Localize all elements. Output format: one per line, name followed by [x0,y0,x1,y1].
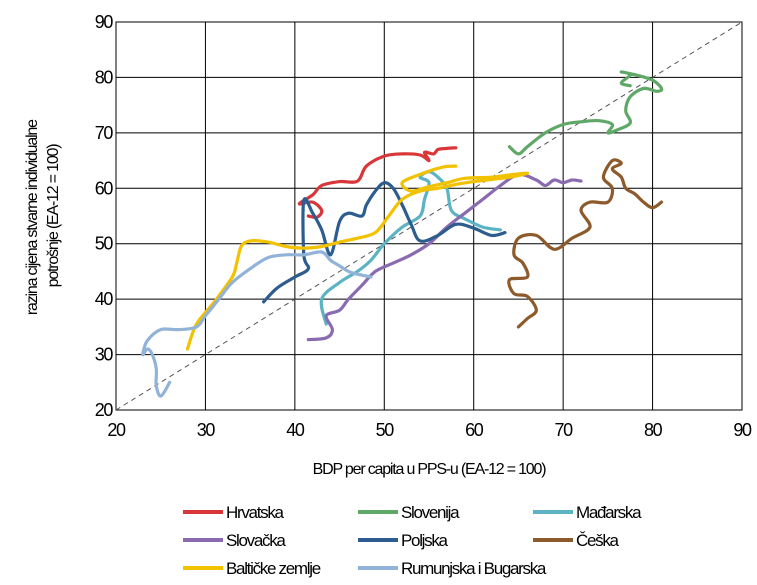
series-line-rumunjska-i-bugarska [141,250,373,398]
legend: Hrvatska Slovenija Mađarska Slovačka Poljska… [183,503,643,578]
legend-label: Slovenija [401,503,460,522]
series-line-poljska [262,181,507,304]
x-tick-label: 80 [644,420,663,440]
y-axis-ticks: 20 30 40 50 60 70 80 90 [95,12,115,420]
series-line-slovenija [507,70,664,156]
legend-label: Mađarska [576,503,642,522]
y-axis-label-line-1: razina cijena stvarne individualne [24,119,41,315]
x-tick-label: 20 [107,420,126,440]
y-tick-label: 70 [95,123,114,143]
series-line-ceska [507,158,664,329]
x-tick-label: 40 [286,420,305,440]
y-axis-label: razina cijena stvarne individualne potro… [24,117,62,315]
y-tick-label: 50 [95,234,114,254]
x-tick-label: 50 [376,420,395,440]
series-line-hrvatska [297,146,458,219]
legend-item-ma-arska: Mađarska [533,503,643,522]
legend-item-slovacka: Slovačka [183,531,288,550]
legend-label: Rumunjska i Bugarska [401,559,547,578]
x-axis-label: BDP per capita u PPS-u (EA-12 = 100) [313,461,547,478]
y-tick-label: 90 [95,12,114,32]
x-axis-ticks: 20 30 40 50 60 70 80 90 [107,420,753,440]
series-line-balticke-zemlje [185,164,530,351]
x-tick-label: 60 [465,420,484,440]
y-tick-label: 30 [95,345,114,365]
x-tick-label: 70 [555,420,574,440]
legend-item-balticke-zemlje: Baltičke zemlje [183,559,322,578]
legend-item-ceska: Češka [533,531,621,550]
reference-diagonal-line [115,21,743,411]
legend-item-slovenija: Slovenija [358,503,461,522]
legend-label: Poljska [401,531,449,550]
y-tick-label: 60 [95,178,114,198]
grid [115,21,743,411]
legend-label: Hrvatska [226,503,285,522]
y-axis-label-line-2: potrošnje (EA-12 = 100) [45,144,62,288]
y-tick-label: 20 [95,400,114,420]
legend-label: Slovačka [226,531,286,550]
y-tick-label: 80 [95,67,114,87]
legend-label: Češka [576,531,620,550]
x-tick-label: 30 [197,420,216,440]
legend-item-rumunjska-i-bugarska: Rumunjska i Bugarska [358,559,548,578]
y-tick-label: 40 [95,289,114,309]
x-tick-label: 90 [733,420,752,440]
series-lines [141,70,664,398]
legend-item-poljska: Poljska [358,531,450,550]
legend-label: Baltičke zemlje [226,559,321,578]
legend-item-hrvatska: Hrvatska [183,503,286,522]
